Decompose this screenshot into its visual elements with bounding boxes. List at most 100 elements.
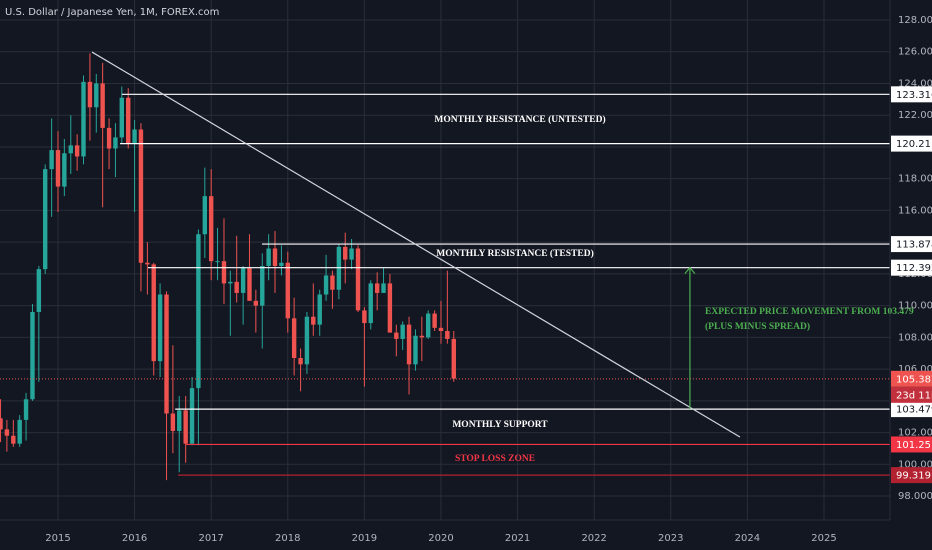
candle-body <box>406 324 412 365</box>
candle-body <box>183 410 188 444</box>
level-label: 103.479 <box>896 405 932 416</box>
candle-body <box>100 83 105 128</box>
candle-body <box>221 261 227 284</box>
y-tick-label: 102.000 <box>898 428 932 439</box>
candle-body <box>368 283 373 324</box>
candle-body <box>374 283 380 293</box>
level-label: 112.392 <box>896 263 932 274</box>
current-price-label: 105.387 <box>896 374 932 385</box>
x-tick-label: 2018 <box>275 533 300 544</box>
y-tick-label: 110.000 <box>898 301 932 312</box>
candle-body <box>74 145 80 157</box>
arrow-head <box>684 266 696 275</box>
level-label: 123.316 <box>896 90 932 101</box>
candle-body <box>272 248 278 266</box>
candle-body <box>68 145 73 154</box>
grid <box>0 0 890 520</box>
y-tick-label: 118.000 <box>898 174 932 185</box>
candle-body <box>23 399 29 420</box>
overlay: MONTHLY RESISTANCE (UNTESTED) MONTHLY RES… <box>0 51 914 476</box>
candle-body <box>260 265 265 306</box>
candle-body <box>330 275 335 290</box>
countdown: 23d 11h <box>896 390 932 401</box>
candle-body <box>336 246 342 290</box>
candle-body <box>49 150 54 170</box>
candle-body <box>138 129 144 263</box>
candle-body <box>0 418 3 430</box>
candle-body <box>240 267 246 293</box>
y-tick-label: 116.000 <box>898 205 932 216</box>
x-tick-label: 2021 <box>505 533 530 544</box>
y-tick-label: 122.000 <box>898 110 932 121</box>
candle-body <box>4 429 10 436</box>
level-label: 101.251 <box>896 440 932 451</box>
candle-body <box>113 137 118 149</box>
candle-body <box>62 153 67 187</box>
candle-body <box>202 196 208 235</box>
candle-body <box>228 281 233 284</box>
candle-body <box>451 338 456 379</box>
candle-body <box>355 248 361 311</box>
candle-body <box>196 234 201 389</box>
candle-body <box>323 275 329 295</box>
candle-body <box>17 419 22 444</box>
y-tick-label: 100.000 <box>898 459 932 470</box>
x-tick-label: 2016 <box>122 533 147 544</box>
candle-body <box>177 410 182 431</box>
y-tick-label: 106.000 <box>898 364 932 375</box>
x-tick-label: 2020 <box>428 533 453 544</box>
candle-body <box>208 196 214 262</box>
candle-body <box>36 269 42 312</box>
candle-body <box>266 248 271 266</box>
candle-body <box>126 97 131 144</box>
axis: 98.000100.000102.000104.000106.000108.00… <box>45 15 932 544</box>
candle-body <box>400 324 405 339</box>
candle-body <box>381 283 386 293</box>
candle-body <box>317 294 322 325</box>
y-tick-label: 108.000 <box>898 332 932 343</box>
x-tick-label: 2017 <box>198 533 223 544</box>
candle-body <box>30 311 35 400</box>
candle-body <box>170 413 176 431</box>
level-label: 99.319 <box>896 471 931 482</box>
candle-body <box>215 261 220 263</box>
level-label-box <box>891 236 932 253</box>
x-tick-label: 2025 <box>811 533 836 544</box>
candle-body <box>145 262 150 265</box>
candle-body <box>164 294 169 414</box>
countdown-box <box>891 386 932 403</box>
level-label-box <box>891 86 932 103</box>
level-label-box <box>891 436 932 453</box>
level-label-box <box>891 467 932 484</box>
annotation: MONTHLY RESISTANCE (TESTED) <box>436 248 594 259</box>
x-tick-label: 2024 <box>735 533 760 544</box>
candle-body <box>132 129 137 144</box>
x-tick-label: 2015 <box>45 533 70 544</box>
candle-body <box>106 127 112 149</box>
candle-body <box>285 262 290 319</box>
level-label-box <box>891 259 932 276</box>
annotation: EXPECTED PRICE MOVEMENT FROM 103.479 <box>705 307 914 317</box>
candle-body <box>94 83 99 108</box>
candle-body <box>42 169 48 270</box>
y-tick-label: 124.000 <box>898 78 932 89</box>
candle-body <box>119 97 124 138</box>
candle-body <box>311 316 316 325</box>
candle-body <box>304 316 310 365</box>
candle-body <box>11 435 16 444</box>
candle-body <box>279 262 284 266</box>
candle-body <box>151 264 156 362</box>
y-tick-label: 128.000 <box>898 15 932 26</box>
annotation: (PLUS MINUS SPREAD) <box>705 321 810 332</box>
x-tick-label: 2019 <box>352 533 377 544</box>
candle-body <box>445 331 450 339</box>
annotation: MONTHLY SUPPORT <box>452 420 548 430</box>
candle-body <box>432 313 437 328</box>
candle-body <box>387 283 393 333</box>
candle-body <box>291 318 297 358</box>
candle-body <box>394 332 399 339</box>
candle-body <box>413 335 418 365</box>
candle-body <box>349 248 354 260</box>
candle-body <box>343 246 348 260</box>
